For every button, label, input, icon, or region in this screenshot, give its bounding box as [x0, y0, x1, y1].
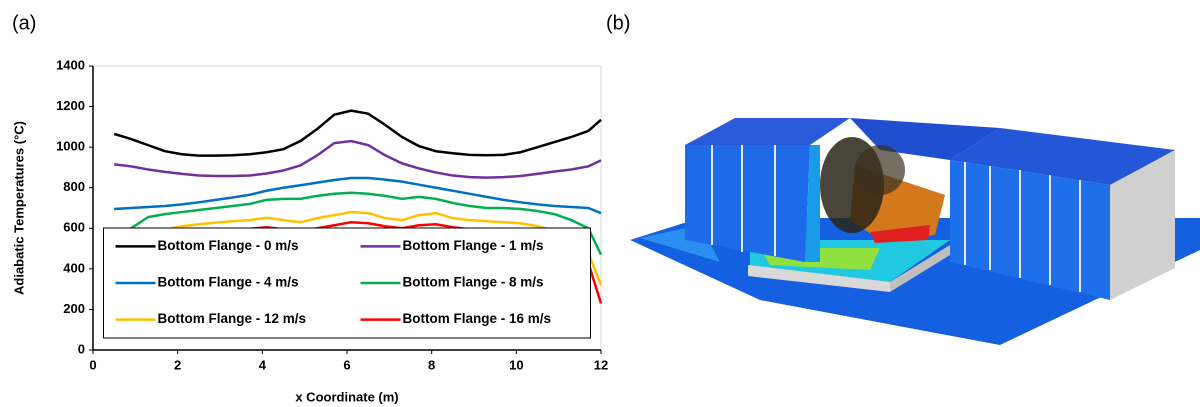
- series-line: [114, 139, 602, 179]
- side-right: [1110, 150, 1175, 300]
- plot: 0 200 400 600 800 1000 1200 1400 0 2 4 6 8 10 12 Bottom…: [56, 57, 608, 372]
- wall-left: [685, 145, 810, 262]
- roof-right: [950, 128, 1175, 185]
- series-line: [114, 176, 602, 215]
- legend-label: Bottom Flange - 4 m/s: [158, 275, 299, 290]
- render: [630, 118, 1200, 345]
- series-line: [113, 210, 603, 286]
- legend-box: [103, 227, 591, 339]
- slab-side: [890, 245, 950, 292]
- y-tick-label: 0: [78, 341, 85, 356]
- y-tick-label: 600: [63, 220, 85, 235]
- x-axis-title: x Coordinate (m): [295, 389, 398, 404]
- y-tick-label: 1000: [56, 139, 85, 154]
- x-tick-label: 8: [428, 357, 435, 372]
- legend-label: Bottom Flange - 12 m/s: [158, 311, 307, 326]
- y-tick-label: 200: [63, 301, 85, 316]
- smoke: [855, 145, 905, 195]
- panel-label: (a): [12, 12, 36, 34]
- panel-label: (b): [606, 12, 630, 34]
- series-line: [113, 109, 602, 157]
- series-line: [113, 191, 603, 256]
- wall-left-end: [805, 145, 820, 262]
- y-tick-label: 1200: [56, 98, 85, 113]
- y-tick-label: 800: [63, 179, 85, 194]
- y-tick-label: 1400: [56, 57, 85, 72]
- slab-edge: [748, 265, 890, 292]
- x-tick-label: 0: [89, 357, 96, 372]
- flame-base: [870, 225, 930, 243]
- x-tick-label: 6: [343, 357, 350, 372]
- legend-label: Bottom Flange - 8 m/s: [403, 275, 544, 290]
- y-tick-label: 400: [63, 260, 85, 275]
- x-tick-label: 2: [174, 357, 181, 372]
- x-tick-label: 12: [594, 357, 608, 372]
- legend-label: Bottom Flange - 0 m/s: [158, 238, 299, 253]
- y-axis-title: Adiabatic Temperatures (°C): [11, 121, 26, 295]
- roof-left: [685, 118, 850, 145]
- x-tick-label: 4: [259, 357, 267, 372]
- legend-label: Bottom Flange - 16 m/s: [403, 311, 552, 326]
- panel-lines: [711, 145, 1081, 292]
- legend-label: Bottom Flange - 1 m/s: [403, 238, 544, 253]
- x-tick-label: 10: [509, 357, 523, 372]
